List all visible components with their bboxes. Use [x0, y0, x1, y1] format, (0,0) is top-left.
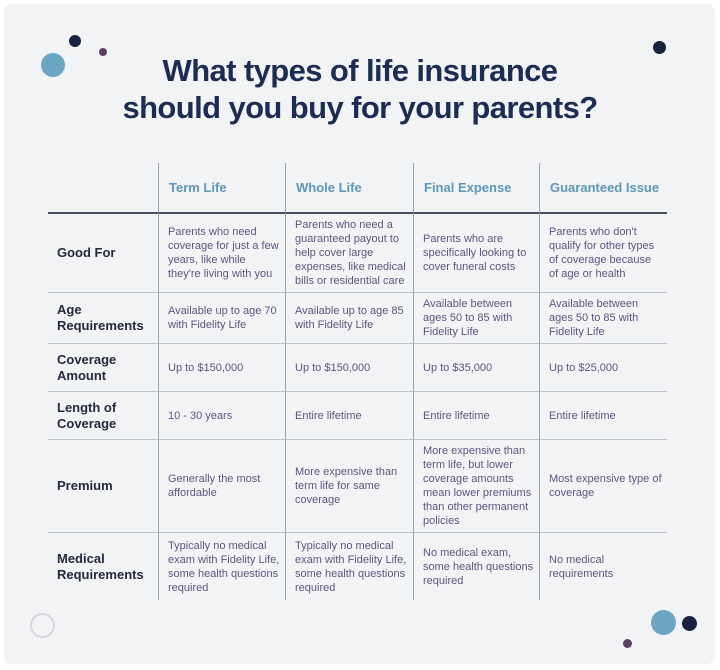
table-cell: Entire lifetime — [413, 391, 539, 439]
row-label-coverage-amount: Coverage Amount — [48, 343, 158, 391]
blue-dot-icon — [41, 53, 65, 77]
table-cell: Parents who need a guaranteed payout to … — [285, 212, 413, 292]
table-cell: Parents who are specifically looking to … — [413, 212, 539, 292]
table-cell: More expensive than term life, but lower… — [413, 439, 539, 532]
table-cell: No medical exam, some health questions r… — [413, 532, 539, 600]
navy-dot-icon — [69, 35, 81, 47]
table-cell: Up to $25,000 — [539, 343, 667, 391]
page-title: What types of life insurance should you … — [0, 52, 720, 126]
table-cell: Up to $150,000 — [285, 343, 413, 391]
table-cell: Parents who don't qualify for other type… — [539, 212, 667, 292]
page-title-line1: What types of life insurance — [162, 53, 558, 88]
table-cell: Entire lifetime — [539, 391, 667, 439]
plum-dot-icon — [623, 639, 632, 648]
row-label-age-requirements: Age Requirements — [48, 292, 158, 343]
column-header-whole-life: Whole Life — [285, 163, 413, 212]
table-cell: Parents who need coverage for just a few… — [158, 212, 285, 292]
table-corner-cell — [48, 163, 158, 212]
comparison-table: Term Life Whole Life Final Expense Guara… — [48, 163, 667, 600]
page-title-line2: should you buy for your parents? — [122, 90, 598, 125]
blue-dot-icon — [651, 610, 676, 635]
navy-dot-icon — [653, 41, 666, 54]
table-cell: Most expensive type of coverage — [539, 439, 667, 532]
row-label-premium: Premium — [48, 439, 158, 532]
table-cell: Generally the most affordable — [158, 439, 285, 532]
column-header-guaranteed-issue: Guaranteed Issue — [539, 163, 667, 212]
table-cell: Entire lifetime — [285, 391, 413, 439]
table-cell: Available up to age 85 with Fidelity Lif… — [285, 292, 413, 343]
column-header-term-life: Term Life — [158, 163, 285, 212]
table-cell: No medical requirements — [539, 532, 667, 600]
table-cell: Available up to age 70 with Fidelity Lif… — [158, 292, 285, 343]
table-cell: Up to $35,000 — [413, 343, 539, 391]
column-header-final-expense: Final Expense — [413, 163, 539, 212]
row-label-length-of-coverage: Length of Coverage — [48, 391, 158, 439]
table-cell: Available between ages 50 to 85 with Fid… — [539, 292, 667, 343]
row-label-good-for: Good For — [48, 212, 158, 292]
table-cell: Available between ages 50 to 85 with Fid… — [413, 292, 539, 343]
ring-circle-icon — [30, 613, 55, 638]
navy-dot-icon — [682, 616, 697, 631]
table-cell: Up to $150,000 — [158, 343, 285, 391]
table-cell: Typically no medical exam with Fidelity … — [158, 532, 285, 600]
table-cell: More expensive than term life for same c… — [285, 439, 413, 532]
row-label-medical-requirements: Medical Requirements — [48, 532, 158, 600]
table-cell: 10 - 30 years — [158, 391, 285, 439]
plum-dot-icon — [99, 48, 107, 56]
table-cell: Typically no medical exam with Fidelity … — [285, 532, 413, 600]
infographic-background — [4, 4, 715, 664]
